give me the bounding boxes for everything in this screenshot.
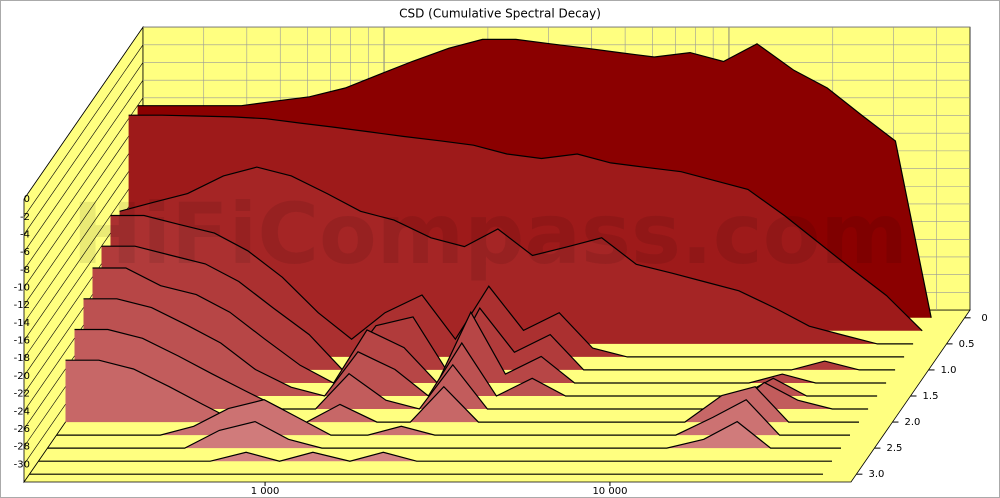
y-tick-label: 0 [24,194,30,205]
grid-line [23,115,144,288]
slice-line [110,214,905,358]
y-tick-label: -14 [14,318,30,329]
slice-line [38,451,832,462]
slice-area [38,452,832,462]
y-tick-label: -12 [14,300,30,311]
slice-line [101,245,896,372]
grid-line [23,79,144,253]
grid-line [23,26,144,200]
slices [29,38,932,475]
y-tick-label: -16 [14,336,30,347]
y-tick-label: -4 [20,229,30,240]
y-tick-label: -24 [14,406,30,417]
slice-line [128,114,923,332]
y-tick-label: -30 [14,459,30,470]
t-tick-label: 0.5 [959,339,975,350]
y-tick-label: -20 [14,371,30,382]
y-tick-label: -28 [14,442,30,453]
slice-area [47,421,841,449]
y-tick-label: -8 [20,265,30,276]
slice-area [101,246,896,370]
x-tick-label: 10 000 [592,486,627,497]
slice-area [119,167,914,344]
slice-line [47,420,841,449]
slice-area [110,215,905,357]
y-tick-label: -22 [14,389,30,400]
slice-line [137,38,932,318]
slice-line [56,398,850,436]
chart-title: CSD (Cumulative Spectral Decay) [399,7,601,21]
slice-line [119,166,914,345]
grid-line [23,133,144,306]
t-tick-label: 2.0 [905,417,921,428]
t-tick-label: 3.0 [868,469,884,480]
grid-line [23,150,144,324]
slice-line [92,267,887,385]
t-tick-label: 1.0 [941,365,957,376]
t-tick-label: 0 [981,313,987,324]
y-tick-label: -18 [14,353,30,364]
slice-area [65,360,859,423]
slice-line [65,359,859,423]
t-tick-label: 2.5 [886,443,902,454]
y-tick-label: -10 [14,283,30,294]
x-tick-label: 1 000 [251,486,280,497]
grid-line [23,168,144,341]
y-tick-label: -6 [20,247,30,258]
y-tick-label: -2 [20,212,30,223]
t-tick-label: 1.5 [923,391,939,402]
y-tick-label: -26 [14,424,30,435]
watermark: HiFiCompass.com [72,185,908,283]
grid-line [23,97,144,271]
grid-line [23,62,144,235]
grid-line [23,44,144,217]
